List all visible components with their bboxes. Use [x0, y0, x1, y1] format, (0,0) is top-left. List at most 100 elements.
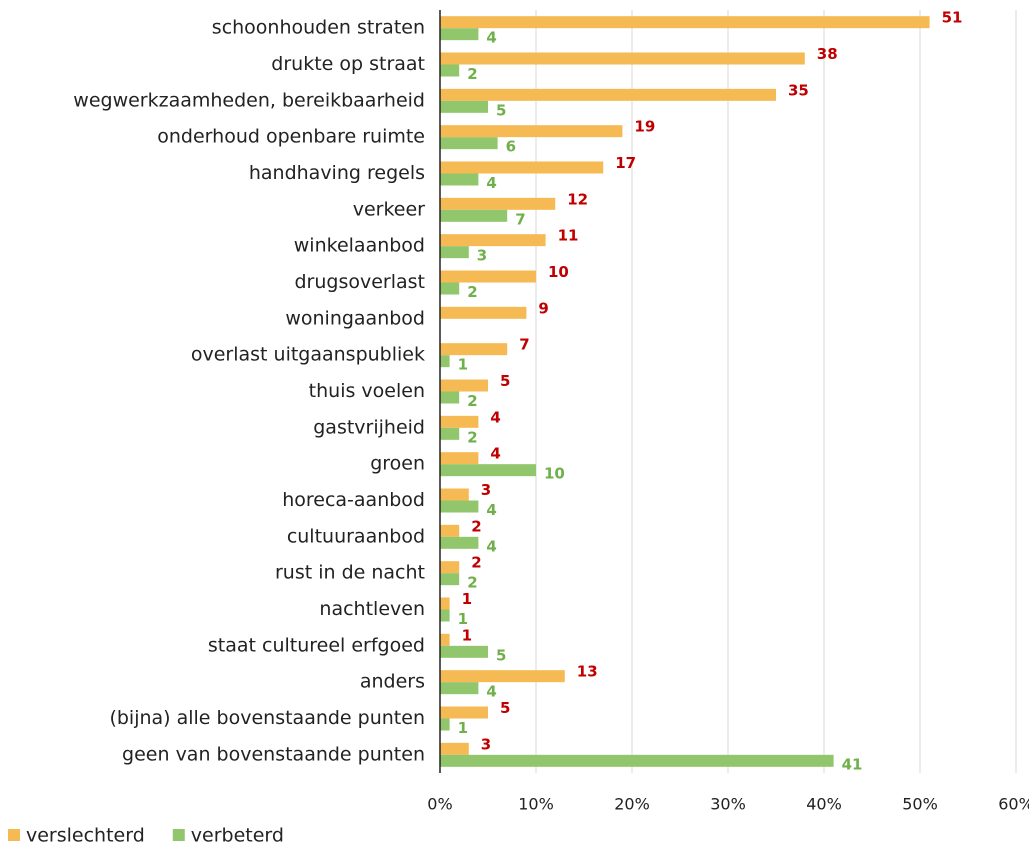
x-tick-label: 60% — [998, 795, 1029, 814]
value-label: 4 — [490, 408, 500, 426]
value-label: 2 — [467, 392, 477, 410]
value-label: 19 — [634, 118, 655, 136]
bar — [440, 609, 450, 622]
value-label: 35 — [788, 81, 809, 99]
bar — [440, 706, 488, 719]
value-label: 17 — [615, 154, 636, 172]
bar — [440, 415, 479, 428]
bar — [440, 391, 460, 404]
bar — [440, 16, 930, 29]
value-label: 3 — [481, 481, 491, 499]
category-label: nachtleven — [319, 598, 425, 620]
value-label: 10 — [544, 465, 565, 483]
bar — [440, 573, 460, 586]
value-label: 9 — [538, 299, 548, 317]
category-label: handhaving regels — [249, 162, 425, 184]
category-label: schoonhouden straten — [212, 17, 425, 39]
value-label: 2 — [467, 283, 477, 301]
bar — [440, 306, 527, 319]
x-tick-label: 0% — [427, 795, 452, 814]
bar — [440, 125, 623, 138]
bar — [440, 64, 460, 77]
bar — [440, 427, 460, 440]
bar — [440, 52, 805, 65]
value-label: 13 — [577, 663, 598, 681]
x-tick-label: 20% — [614, 795, 650, 814]
category-label: geen van bovenstaande punten — [122, 743, 425, 765]
value-label: 1 — [462, 626, 472, 644]
legend-label: verbeterd — [191, 825, 284, 845]
bar — [440, 452, 479, 465]
value-label: 7 — [519, 336, 529, 354]
category-label: onderhoud openbare ruimte — [157, 126, 425, 148]
value-label: 38 — [817, 45, 838, 63]
bar — [440, 28, 479, 41]
bar — [440, 561, 460, 574]
bar — [440, 524, 460, 537]
value-label: 1 — [458, 356, 468, 374]
category-label: staat cultureel erfgoed — [208, 634, 425, 656]
value-label: 2 — [471, 554, 481, 572]
value-label: 2 — [467, 574, 477, 592]
value-label: 4 — [486, 537, 496, 555]
category-label: groen — [370, 453, 425, 475]
category-label: horeca-aanbod — [282, 489, 425, 511]
value-label: 1 — [458, 610, 468, 628]
legend-swatch — [8, 829, 20, 841]
bar — [440, 500, 479, 513]
value-label: 4 — [486, 29, 496, 47]
value-label: 2 — [471, 517, 481, 535]
bar — [440, 754, 834, 767]
x-tick-label: 40% — [806, 795, 842, 814]
category-label: rust in de nacht — [275, 562, 425, 584]
category-label: wegwerkzaamheden, bereikbaarheid — [73, 89, 425, 111]
value-label: 1 — [458, 719, 468, 737]
x-tick-label: 10% — [518, 795, 554, 814]
bar — [440, 718, 450, 731]
category-label: thuis voelen — [309, 380, 425, 402]
category-label: drukte op straat — [271, 53, 425, 75]
bar — [440, 670, 565, 683]
value-label: 7 — [515, 210, 525, 228]
value-label: 4 — [486, 683, 496, 701]
value-label: 2 — [467, 428, 477, 446]
bar — [440, 597, 450, 610]
category-label: gastvrijheid — [313, 416, 425, 438]
category-label: winkelaanbod — [294, 235, 425, 257]
x-tick-label: 30% — [710, 795, 746, 814]
value-label: 10 — [548, 263, 569, 281]
value-label: 5 — [500, 372, 510, 390]
bar — [440, 161, 604, 174]
legend-swatch — [172, 829, 185, 841]
value-label: 12 — [567, 190, 588, 208]
value-label: 3 — [481, 735, 491, 753]
value-label: 6 — [506, 138, 516, 156]
category-label: anders — [360, 671, 425, 693]
bar — [440, 536, 479, 549]
bar — [440, 355, 450, 368]
category-label: (bijna) alle bovenstaande punten — [109, 707, 425, 729]
value-label: 4 — [486, 174, 496, 192]
bar — [440, 246, 469, 259]
value-label: 41 — [842, 755, 863, 773]
bar — [440, 464, 536, 477]
bar — [440, 270, 536, 283]
bar — [440, 682, 479, 695]
bar — [440, 645, 488, 658]
bar — [440, 234, 546, 247]
bar — [440, 343, 508, 356]
bar — [440, 633, 450, 646]
category-label: overlast uitgaanspubliek — [191, 344, 425, 366]
value-label: 5 — [500, 699, 510, 717]
bar — [440, 282, 460, 295]
value-label: 11 — [558, 227, 579, 245]
bar — [440, 379, 488, 392]
bar — [440, 88, 776, 101]
bar — [440, 100, 488, 113]
bar — [440, 173, 479, 186]
category-label: cultuuraanbod — [287, 525, 425, 547]
bar — [440, 197, 556, 210]
value-label: 1 — [462, 590, 472, 608]
value-label: 4 — [490, 445, 500, 463]
category-label: woningaanbod — [285, 307, 425, 329]
